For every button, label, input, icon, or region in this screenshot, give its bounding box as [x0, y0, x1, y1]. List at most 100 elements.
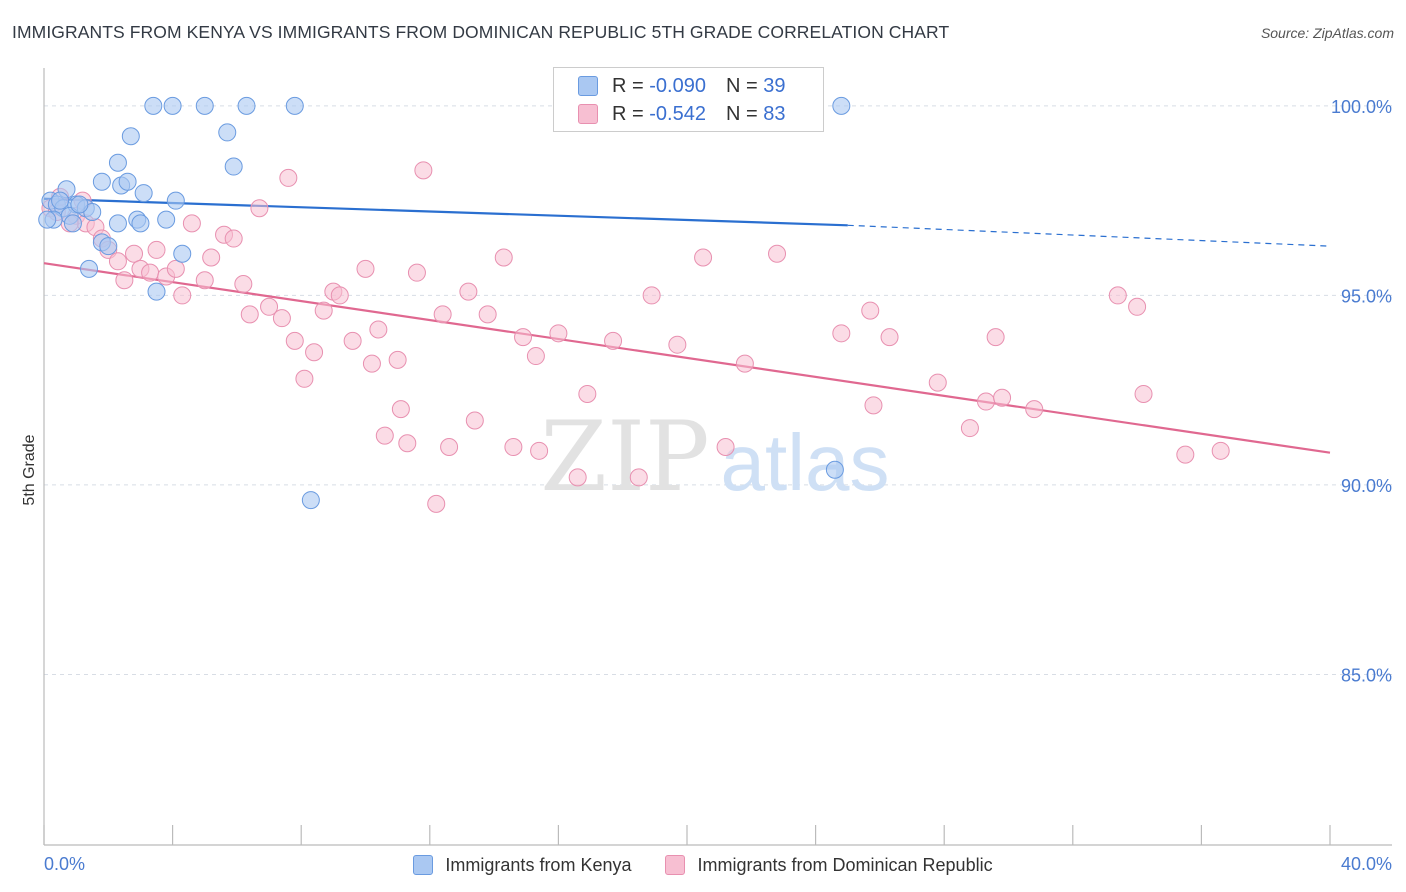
dominican-point — [549, 324, 568, 343]
dominican-point — [459, 282, 478, 301]
dominican-point — [880, 328, 899, 347]
dominican-n-value: 83 — [763, 102, 786, 125]
watermark: ZIP atlas — [540, 401, 889, 513]
dominican-point — [427, 494, 446, 513]
dominican-point — [407, 263, 426, 282]
dominican-point — [285, 331, 304, 350]
kenya-point — [108, 153, 127, 172]
kenya-point — [825, 460, 844, 479]
dominican-point — [735, 354, 754, 373]
legend-item-kenya[interactable]: Immigrants from Kenya — [413, 855, 631, 876]
kenya-point — [134, 184, 153, 203]
dominican-point — [1211, 441, 1230, 460]
kenya-n-value: 39 — [763, 74, 786, 97]
dominican-point — [578, 384, 597, 403]
kenya-point — [832, 96, 851, 115]
kenya-point — [173, 244, 192, 263]
watermark-atlas: atlas — [721, 418, 890, 507]
dominican-point — [125, 244, 144, 263]
legend-n-label: N = — [725, 102, 758, 125]
dominican-point — [716, 438, 735, 457]
dominican-point — [928, 373, 947, 392]
dominican-point — [440, 438, 459, 457]
dominican-point — [986, 328, 1005, 347]
dominican-point — [1134, 384, 1153, 403]
dominican-point — [976, 392, 995, 411]
dominican-point — [694, 248, 713, 267]
y-tick-label: 85.0% — [1341, 665, 1392, 685]
kenya-point — [118, 172, 137, 191]
dominican-point — [768, 244, 787, 263]
source-label: Source: ZipAtlas.com — [1260, 25, 1394, 41]
dominican-point — [1176, 445, 1195, 464]
dominican-point — [530, 441, 549, 460]
dominican-point — [668, 335, 687, 354]
kenya-point — [92, 172, 111, 191]
dominican-point — [343, 331, 362, 350]
y-tick-label: 100.0% — [1331, 97, 1392, 117]
kenya-point — [301, 491, 320, 510]
y-axis-label: 5th Grade — [21, 434, 38, 505]
dominican-point — [1025, 400, 1044, 419]
legend-row-kenya: R = -0.090 N = 39 — [578, 73, 785, 99]
dominican-point — [391, 400, 410, 419]
dominican-point — [279, 168, 298, 187]
kenya-point — [166, 191, 185, 210]
legend-n-label: N = — [725, 74, 758, 97]
dominican-point — [478, 305, 497, 324]
legend-row-dominican: R = -0.542 N = 83 — [578, 101, 785, 127]
dominican-point — [526, 347, 545, 366]
kenya-point — [144, 96, 163, 115]
kenya-point — [131, 214, 150, 233]
dominican-r-value: -0.542 — [649, 102, 706, 125]
kenya-point — [163, 96, 182, 115]
dominican-trend-line — [43, 262, 1331, 454]
kenya-point — [108, 214, 127, 233]
dominican-point — [1128, 297, 1147, 316]
dominican-point — [398, 434, 417, 453]
x-tick-label-min: 0.0% — [44, 854, 85, 874]
dominican-point — [494, 248, 513, 267]
kenya-point — [147, 282, 166, 301]
dominican-point — [234, 275, 253, 294]
dominican-point — [514, 328, 533, 347]
dominican-point — [295, 369, 314, 388]
tick-labels: 85.0% 90.0% 95.0% 100.0% 0.0% 40.0% — [44, 97, 1392, 874]
axes — [43, 68, 1392, 846]
legend-r-label: R = — [612, 74, 644, 97]
legend-item-dominican[interactable]: Immigrants from Dominican Republic — [665, 855, 993, 876]
dominican-point — [504, 438, 523, 457]
dominican-point — [388, 350, 407, 369]
legend-r-label: R = — [612, 102, 644, 125]
kenya-point — [285, 96, 304, 115]
dominican-point — [115, 271, 134, 290]
kenya-r-value: -0.090 — [649, 74, 706, 97]
dominican-point — [305, 343, 324, 362]
x-tick-label-max: 40.0% — [1341, 854, 1392, 874]
kenya-point — [237, 96, 256, 115]
dominican-point — [224, 229, 243, 248]
kenya-point — [99, 237, 118, 256]
dominican-point — [141, 263, 160, 282]
kenya-point — [51, 191, 70, 210]
stats-legend: R = -0.090 N = 39 R = -0.542 N = 83 — [553, 67, 824, 132]
dominican-point — [195, 271, 214, 290]
kenya-trend-extension — [847, 224, 1331, 247]
dominican-point — [330, 286, 349, 305]
dominican-point — [272, 309, 291, 328]
kenya-point — [121, 127, 140, 146]
series-legend: Immigrants from Kenya Immigrants from Do… — [0, 852, 1406, 878]
kenya-point — [224, 157, 243, 176]
dominican-point — [369, 320, 388, 339]
dominican-point — [414, 161, 433, 180]
dominican-point — [173, 286, 192, 305]
dominican-point — [433, 305, 452, 324]
dominican-point — [356, 259, 375, 278]
dominican-point — [993, 388, 1012, 407]
kenya-point — [70, 195, 89, 214]
kenya-swatch — [578, 76, 598, 96]
dominican-swatch — [578, 104, 598, 124]
dominican-point — [147, 240, 166, 259]
kenya-point — [38, 210, 57, 229]
